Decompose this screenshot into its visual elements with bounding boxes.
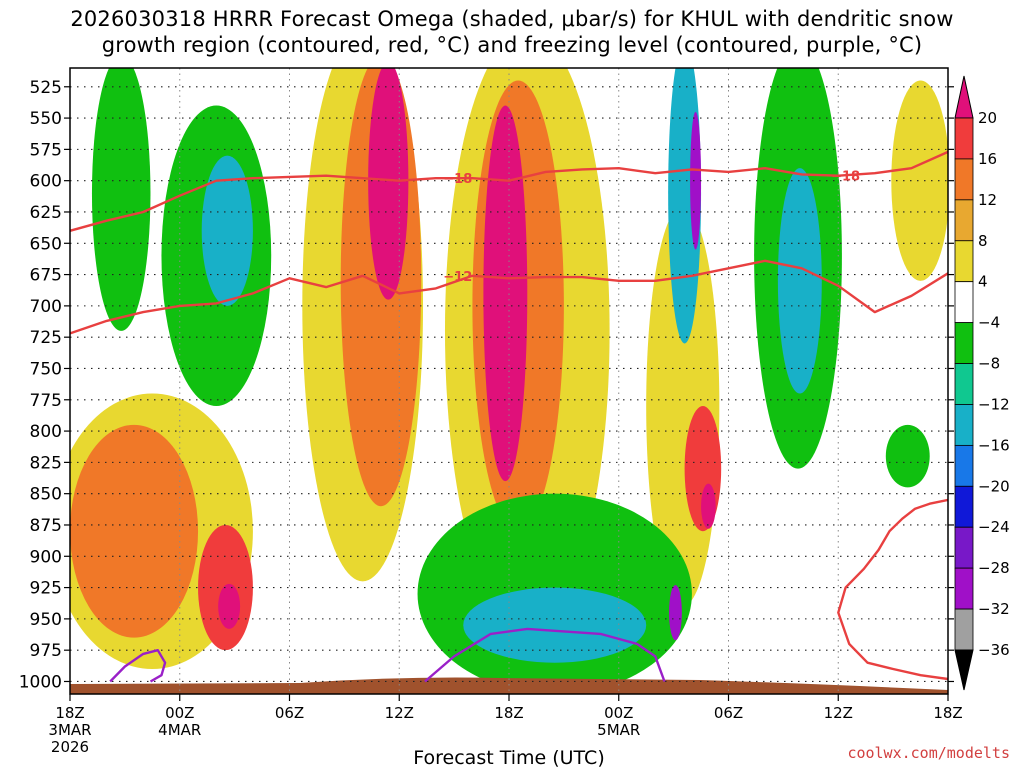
region-green-left-upper [91,68,151,331]
x-tick-label-36: 06Z [714,704,743,722]
y-tick-label-675: 675 [30,266,62,286]
region-green-far-right [885,424,930,488]
y-tick-label-575: 575 [30,140,62,160]
y-tick-label-975: 975 [30,641,62,661]
y-tick-label-600: 600 [30,172,62,192]
colorbar-label-9: −20 [978,477,1010,495]
colorbar-segment-6 [954,322,974,364]
y-tick-label-625: 625 [30,203,62,223]
contour-dgz-minus18 [70,150,948,232]
y-tick-label-775: 775 [30,391,62,411]
x-tick-sub1-30: 5MAR [597,721,640,739]
contour-label-dgz-minus18-b: −18 [831,170,860,185]
y-tick-label-750: 750 [30,359,62,379]
region-orange-low-left [70,424,199,638]
colorbar-segment-8 [954,404,974,446]
contour-freezing-level-left [109,649,167,683]
x-tick-sub1-0: 3MAR [48,721,91,739]
colorbar-label-11: −28 [978,559,1010,577]
colorbar-segment-1 [954,117,974,160]
chart-title: 2026030318 HRRR Forecast Omega (shaded, … [0,6,1024,58]
x-tick-sub2-0: 2026 [51,738,89,756]
colorbar-segment-9 [954,444,974,487]
x-tick-label-48: 18Z [933,704,962,722]
region-teal-low-band [463,587,647,663]
colorbar-segment-10 [954,485,974,528]
colorbar-bottom-arrow [954,649,974,691]
region-pink-tower-b [483,105,528,482]
colorbar-legend: 20 16 12 8 4 −4 −8 −12 −16 −20 −24 −28 −32 −36 [954,75,1010,691]
colorbar-label-10: −24 [978,518,1010,536]
region-pink-low-left [218,583,241,629]
y-tick-label-900: 900 [30,547,62,567]
x-tick-label-12: 06Z [275,704,304,722]
contour-labels: −18 −18 −12 [443,170,860,285]
contour-dgz-minus12 [70,259,948,335]
contour-label-dgz-minus12: −12 [443,270,472,285]
x-tick-sub1-6: 4MAR [158,721,201,739]
colorbar-label-7: −12 [978,395,1010,413]
x-tick-label-18: 12Z [385,704,414,722]
colorbar-segment-5 [954,281,974,324]
colorbar-segment-7 [954,363,974,405]
region-pink-tower-a [368,68,409,300]
colorbar-segment-2 [954,158,974,201]
credit-text: coolwx.com/modelts [847,744,1010,762]
x-tick-label-24: 18Z [494,704,523,722]
region-yellow-upper-right [891,80,948,281]
region-pink-tower-c [701,483,716,529]
y-tick-label-850: 850 [30,485,62,505]
x-tick-label-6: 00Z [165,704,194,722]
chart-title-line1: 2026030318 HRRR Forecast Omega (shaded, … [70,7,954,31]
region-teal-mid-right [777,168,822,394]
colorbar-label-0: 20 [978,109,997,127]
colorbar-label-1: 16 [978,150,997,168]
region-purple-column-c [690,111,702,250]
contour-lines [70,150,948,683]
colorbar-label-13: −36 [978,641,1010,659]
x-axis-label: Forecast Time (UTC) [413,747,604,768]
y-tick-label-700: 700 [30,297,62,317]
x-tick-label-42: 12Z [824,704,853,722]
y-tick-label-525: 525 [30,78,62,98]
contour-dgz-low-right [837,498,948,681]
y-tick-label-825: 825 [30,453,62,473]
colorbar-label-2: 12 [978,191,997,209]
colorbar-label-6: −8 [978,355,1000,373]
region-purple-low-spot [669,585,682,641]
y-axis: 525 550 575 600 625 650 675 700 725 750 775 800 825 8… [19,78,954,692]
y-tick-label-800: 800 [30,422,62,442]
colorbar-label-3: 8 [978,232,988,250]
colorbar-label-12: −32 [978,600,1010,618]
y-tick-label-950: 950 [30,610,62,630]
contour-label-dgz-minus18: −18 [443,172,472,187]
y-tick-label-875: 875 [30,516,62,536]
y-tick-label-725: 725 [30,328,62,348]
colorbar-segment-4 [954,240,974,283]
contour-freezing-level-right [424,627,666,683]
colorbar-label-8: −16 [978,436,1010,454]
y-tick-label-550: 550 [30,109,62,129]
y-tick-label-650: 650 [30,234,62,254]
colorbar-label-5: −4 [978,314,1000,332]
colorbar-segment-11 [954,526,974,569]
region-teal-sw [201,155,253,306]
y-tick-label-1000: 1000 [19,672,62,692]
colorbar-label-4: 4 [978,273,988,291]
chart-title-line2: growth region (contoured, red, °C) and f… [101,33,923,57]
colorbar-segment-12 [954,567,974,610]
colorbar-segment-13 [954,608,974,651]
colorbar-segment-3 [954,199,974,242]
y-tick-label-925: 925 [30,579,62,599]
colorbar-top-arrow [954,75,974,119]
x-tick-label-0: 18Z [55,704,84,722]
x-tick-label-30: 00Z [604,704,633,722]
